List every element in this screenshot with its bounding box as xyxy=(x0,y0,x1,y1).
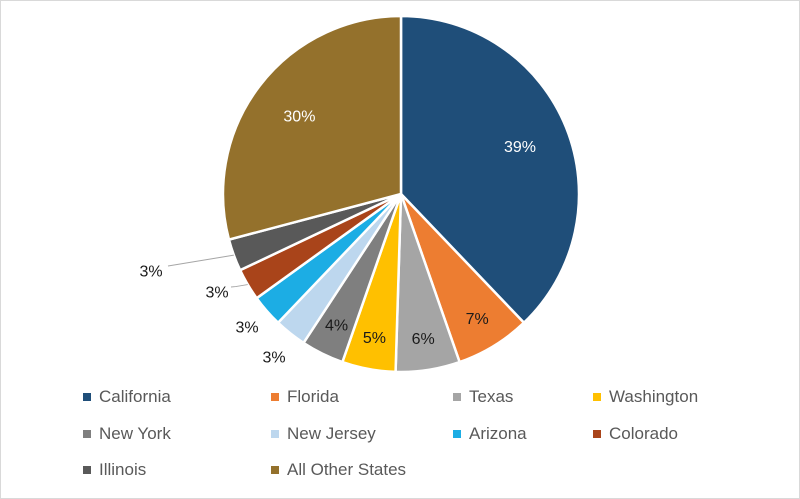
legend-label: New Jersey xyxy=(287,424,376,443)
data-label-illinois: 3% xyxy=(139,264,162,281)
data-label-new-jersey: 3% xyxy=(262,350,285,367)
legend-item-colorado: Colorado xyxy=(593,424,678,444)
legend-item-illinois: Illinois xyxy=(83,460,146,480)
legend-label: Washington xyxy=(609,387,699,406)
legend-item-texas: Texas xyxy=(453,387,513,407)
data-label-all-other-states: 30% xyxy=(283,108,315,125)
legend-label: All Other States xyxy=(287,460,407,479)
leader-line-colorado xyxy=(230,284,248,288)
data-label-texas: 6% xyxy=(412,331,435,348)
legend-label: New York xyxy=(99,424,171,443)
data-label-arizona: 3% xyxy=(235,320,258,337)
legend-label: Arizona xyxy=(469,424,527,443)
legend-item-all-other-states: All Other States xyxy=(271,460,406,480)
pie-chart: 39%7%6%5%4%3%3%3%3%30% xyxy=(139,14,581,374)
legend-item-florida: Florida xyxy=(271,387,339,407)
legend-label: Texas xyxy=(469,387,514,406)
legend-swatch xyxy=(271,466,279,474)
data-label-new-york: 4% xyxy=(325,318,348,335)
legend-label: Florida xyxy=(287,387,339,406)
data-label-washington: 5% xyxy=(363,330,386,347)
legend-swatch xyxy=(83,466,91,474)
legend-item-new-jersey: New Jersey xyxy=(271,424,376,444)
legend-label: California xyxy=(99,387,171,406)
legend-swatch xyxy=(83,430,91,438)
legend-item-arizona: Arizona xyxy=(453,424,527,444)
legend-swatch xyxy=(593,430,601,438)
legend-swatch xyxy=(453,430,461,438)
data-label-california: 39% xyxy=(504,139,536,156)
legend-label: Colorado xyxy=(609,424,678,443)
legend-swatch xyxy=(453,393,461,401)
legend-item-california: California xyxy=(83,387,171,407)
pie-slice-all-other-states xyxy=(221,14,403,242)
pie-slice-california xyxy=(399,14,581,325)
leader-line-illinois xyxy=(167,254,234,267)
legend-item-new-york: New York xyxy=(83,424,171,444)
legend-label: Illinois xyxy=(99,460,147,479)
data-label-colorado: 3% xyxy=(205,285,228,302)
legend-swatch xyxy=(271,430,279,438)
legend-swatch xyxy=(271,393,279,401)
legend-swatch xyxy=(83,393,91,401)
legend-item-washington: Washington xyxy=(593,387,698,407)
data-label-florida: 7% xyxy=(466,311,489,328)
legend-swatch xyxy=(593,393,601,401)
